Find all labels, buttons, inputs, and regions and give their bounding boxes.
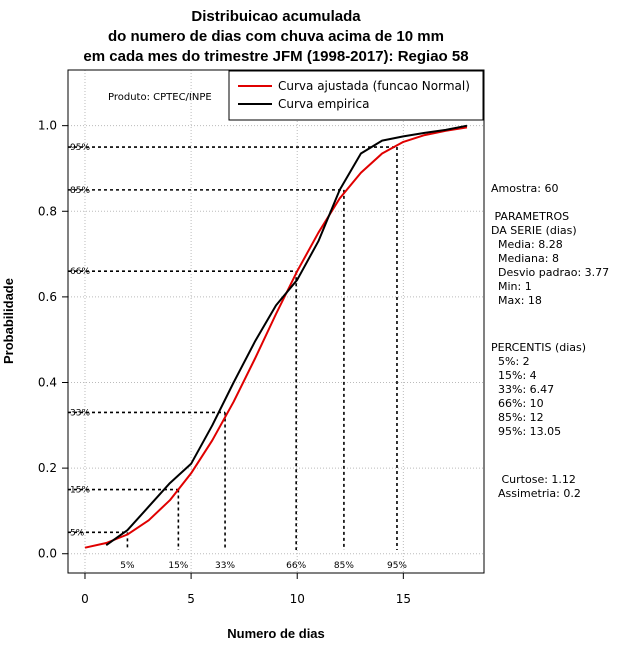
percentile-label-bottom: 95% <box>387 561 407 571</box>
y-axis-label: Probabilidade <box>1 278 16 364</box>
x-tick-label: 0 <box>81 592 89 606</box>
empirical-curve <box>105 124 468 547</box>
fitted-normal-curve <box>84 126 468 549</box>
percentile-label-left: 15% <box>70 486 90 496</box>
y-tick-label: 0.0 <box>38 547 57 561</box>
x-axis-label: Numero de dias <box>227 626 325 641</box>
chart-title-line-1: Distribuicao acumulada <box>191 8 361 25</box>
chart-title-line-3: em cada mes do trimestre JFM (1998-2017)… <box>83 48 468 65</box>
percentile-label-left: 95% <box>70 143 90 153</box>
legend-box <box>228 70 484 121</box>
x-tick-label: 10 <box>290 592 305 606</box>
percentile-label-bottom: 15% <box>168 561 188 571</box>
grid-lines <box>68 70 484 573</box>
chart-title-line-2: do numero de dias com chuva acima de 10 … <box>108 28 444 45</box>
axes: 0 5 10 15 0.0 0.2 0.4 0.6 0.8 1.0 <box>38 119 411 606</box>
y-tick-label: 0.6 <box>38 290 57 304</box>
percentile-label-left: 33% <box>70 408 90 418</box>
y-tick-label: 0.2 <box>38 461 57 475</box>
shape-statistics: Curtose: 1.12 Assimetria: 0.2 <box>498 473 581 500</box>
product-label: Produto: CPTEC/INPE <box>108 92 212 103</box>
percentile-guides: 5% 5% 15% 15% 33% 33% 66% 66% 85% 85% 95% 95% <box>68 143 407 571</box>
plot-frame <box>67 69 485 574</box>
y-tick-label: 1.0 <box>38 119 57 133</box>
percentiles-title: PERCENTIS (dias) <box>491 341 587 354</box>
parameters-title: PARAMETROS DA SERIE (dias) <box>491 210 577 237</box>
percentile-label-bottom: 33% <box>215 561 235 571</box>
percentile-label-bottom: 5% <box>120 561 135 571</box>
legend: Curva ajustada (funcao Normal) Curva emp… <box>228 70 484 121</box>
parameters-values: Media: 8.28 Mediana: 8 Desvio padrao: 3.… <box>497 238 610 307</box>
x-tick-label: 5 <box>187 592 195 606</box>
percentiles-values: 5%: 2 15%: 4 33%: 6.47 66%: 10 85%: 12 9… <box>497 355 562 438</box>
x-tick-label: 15 <box>396 592 411 606</box>
series-lines <box>84 124 468 549</box>
percentile-label-left: 66% <box>70 267 90 277</box>
legend-label-empirical: Curva empirica <box>278 97 369 111</box>
percentile-label-bottom: 85% <box>334 561 354 571</box>
percentile-label-left: 85% <box>70 186 90 196</box>
percentile-label-bottom: 66% <box>286 561 306 571</box>
y-tick-label: 0.4 <box>38 376 57 390</box>
legend-label-fitted: Curva ajustada (funcao Normal) <box>278 79 470 93</box>
y-tick-label: 0.8 <box>38 204 57 218</box>
sample-size: Amostra: 60 <box>491 182 559 195</box>
percentile-label-left: 5% <box>70 528 85 538</box>
